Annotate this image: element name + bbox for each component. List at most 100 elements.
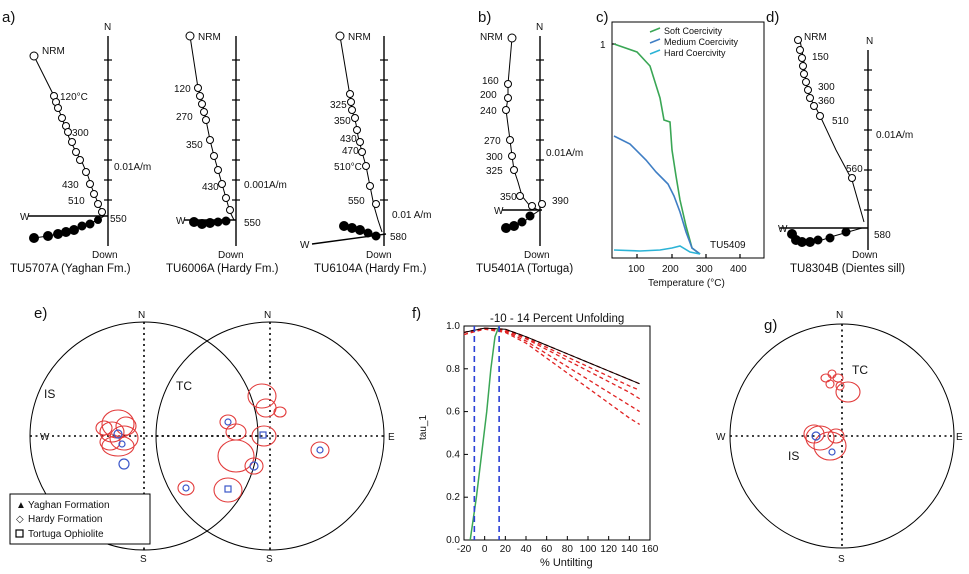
step-label: 510 bbox=[832, 116, 849, 127]
axis-n-label: N bbox=[866, 36, 873, 47]
x-tick-label: 100 bbox=[580, 544, 597, 555]
data-point bbox=[29, 51, 39, 61]
zijderveld-TU6006A: W Down 0.001A/m NRM 120 270 350 430 550 … bbox=[166, 31, 287, 275]
axis-down-label: Down bbox=[218, 250, 244, 261]
scale-label: 0.01 A/m bbox=[392, 210, 431, 221]
axis-n-label: N bbox=[104, 22, 111, 33]
fold-test-chart: -10 - 14 Percent Unfolding % Untilting t… bbox=[418, 313, 659, 569]
y-tick-label: 1.0 bbox=[446, 321, 460, 332]
step-label: 360 bbox=[818, 96, 835, 107]
stereonet-IS: N W S IS bbox=[29, 310, 259, 565]
x-tick: 200 bbox=[662, 264, 679, 275]
zijderveld-TU5401A: N W Down 0.01A/m NRM 160 200 240 270 300… bbox=[476, 22, 583, 275]
x-axis-label: Temperature (°C) bbox=[648, 278, 725, 289]
axis-w-label: W bbox=[300, 240, 310, 251]
chart-title: -10 - 14 Percent Unfolding bbox=[490, 313, 624, 325]
axis-w-label: W bbox=[20, 212, 30, 223]
step-label: 350 bbox=[334, 116, 351, 127]
step-label: 150 bbox=[812, 52, 829, 63]
step-label: 300 bbox=[72, 128, 89, 139]
step-label: 510 bbox=[68, 196, 85, 207]
x-tick-label: 20 bbox=[500, 544, 512, 555]
step-label: 270 bbox=[484, 136, 501, 147]
step-label: 160 bbox=[482, 76, 499, 87]
north-label: N bbox=[836, 310, 843, 321]
y-tick-label: 0.0 bbox=[446, 535, 460, 546]
y-tick-label: 0.2 bbox=[446, 492, 460, 503]
sample-label: TU5409 bbox=[710, 240, 746, 251]
x-tick-label: 80 bbox=[562, 544, 574, 555]
tc-tag: TC bbox=[176, 379, 192, 393]
x-tick: 300 bbox=[696, 264, 713, 275]
axis-n-label: N bbox=[536, 22, 543, 33]
step-label: 350 bbox=[186, 140, 203, 151]
step-label: 580 bbox=[390, 232, 407, 243]
bootstrap-curve bbox=[463, 328, 641, 425]
axis-w-label: W bbox=[176, 216, 186, 227]
step-label: 580 bbox=[874, 230, 891, 241]
step-label: 550 bbox=[244, 218, 261, 229]
x-tick-label: 60 bbox=[541, 544, 553, 555]
panel-label-e: e) bbox=[34, 305, 47, 322]
panel-label-d: d) bbox=[766, 9, 779, 26]
axis-w-label: W bbox=[778, 224, 788, 235]
caption: TU5401A (Tortuga) bbox=[476, 263, 573, 275]
legend-yaghan: Yaghan Formation bbox=[28, 500, 110, 511]
step-label: 300 bbox=[486, 152, 503, 163]
y-tick-label: 0.4 bbox=[446, 449, 460, 460]
nrm-label: NRM bbox=[198, 32, 221, 43]
west-label: W bbox=[40, 432, 50, 443]
scale-label: 0.01A/m bbox=[546, 148, 583, 159]
step-label: 325 bbox=[330, 100, 347, 111]
axis-down-label: Down bbox=[366, 250, 392, 261]
tc-tag: TC bbox=[852, 363, 868, 377]
step-label: 430 bbox=[62, 180, 79, 191]
stereonet-means: N W E S TC IS bbox=[716, 310, 963, 565]
nrm-label: NRM bbox=[480, 32, 503, 43]
bootstrap-curve bbox=[463, 327, 641, 400]
west-label: W bbox=[716, 432, 726, 443]
step-label: 120 bbox=[174, 84, 191, 95]
south-label: S bbox=[140, 554, 147, 565]
x-axis-label: % Untilting bbox=[540, 557, 593, 569]
legend-formations: ▲ ◇ Yaghan Formation Hardy Formation Tor… bbox=[9, 493, 151, 545]
step-label: 200 bbox=[480, 90, 497, 101]
south-label: S bbox=[838, 554, 845, 565]
x-tick-label: -20 bbox=[457, 544, 472, 555]
step-label: 430 bbox=[340, 134, 357, 145]
step-label: 560 bbox=[846, 164, 863, 175]
x-tick-label: 160 bbox=[642, 544, 659, 555]
x-tick: 400 bbox=[730, 264, 747, 275]
plot-frame bbox=[463, 325, 651, 541]
nrm-label: NRM bbox=[348, 32, 371, 43]
step-label: 390 bbox=[552, 196, 569, 207]
nrm-label: NRM bbox=[42, 46, 65, 57]
x-tick-label: 120 bbox=[600, 544, 617, 555]
lowrie-plot-TU5409: 1 100 200 300 400 Temperature (°C) TU540… bbox=[600, 21, 765, 289]
legend-tortuga: Tortuga Ophiolite bbox=[28, 529, 104, 540]
north-label: N bbox=[264, 310, 271, 321]
caption: TU8304B (Dientes sill) bbox=[790, 263, 905, 275]
scale-label: 0.01A/m bbox=[114, 162, 151, 173]
axis-down-label: Down bbox=[852, 250, 878, 261]
y-tick-label: 0.6 bbox=[446, 407, 460, 418]
step-label: 430 bbox=[202, 182, 219, 193]
caption: TU6006A (Hardy Fm.) bbox=[166, 263, 279, 275]
step-label: 270 bbox=[176, 112, 193, 123]
y-tick-1: 1 bbox=[600, 40, 606, 51]
legend-marker-diamond: ◇ bbox=[16, 514, 24, 525]
y-axis-label: tau_1 bbox=[418, 415, 429, 440]
is-tag: IS bbox=[44, 387, 55, 401]
zijderveld-TU6104A: W Down 0.01 A/m NRM 325 350 430 470 510°… bbox=[300, 31, 431, 275]
panel-label-a: a) bbox=[2, 9, 15, 26]
scale-label: 0.01A/m bbox=[876, 130, 913, 141]
x-tick-label: 140 bbox=[621, 544, 638, 555]
step-label: 240 bbox=[480, 106, 497, 117]
step-label: 510°C bbox=[334, 162, 362, 173]
scale-label: 0.001A/m bbox=[244, 180, 287, 191]
step-label: 350 bbox=[500, 192, 517, 203]
legend-hard: Hard Coercivity bbox=[664, 48, 726, 58]
east-label: E bbox=[956, 432, 963, 443]
mean-curve bbox=[463, 327, 640, 385]
